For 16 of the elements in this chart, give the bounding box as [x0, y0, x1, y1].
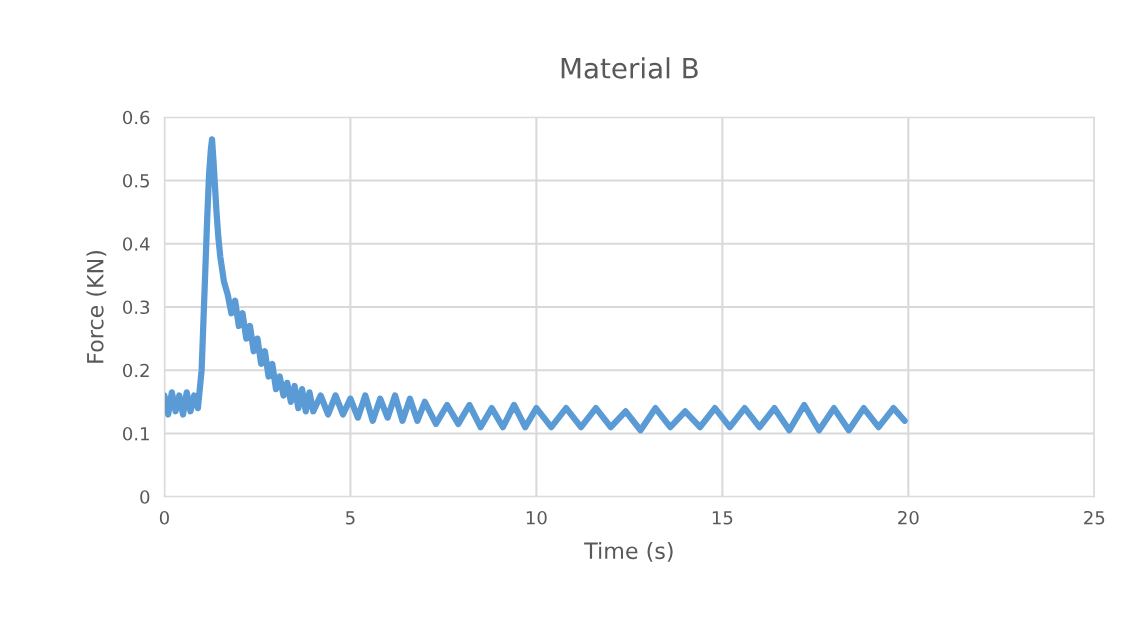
y-tick-label: 0.5	[123, 173, 149, 188]
y-tick-label: 0.3	[123, 300, 150, 315]
x-tick-label: 0	[159, 510, 169, 525]
x-tick-label: 15	[712, 511, 733, 525]
y-tick-label: 0	[140, 490, 150, 504]
y-axis-title: Force (KN)	[86, 251, 107, 363]
y-tick-label: 0.2	[123, 363, 149, 378]
y-tick-label: 0.4	[123, 237, 150, 251]
x-tick-label: 20	[898, 510, 919, 525]
x-tick-label: 10	[526, 510, 547, 525]
x-tick-label: 5	[346, 511, 355, 525]
y-tick-label: 0.6	[123, 110, 150, 125]
y-tick-label: 0.1	[123, 426, 149, 441]
x-axis-title: Time (s)	[584, 541, 673, 562]
x-tick-label: 25	[1084, 510, 1105, 525]
chart-title: Material B	[561, 57, 698, 79]
